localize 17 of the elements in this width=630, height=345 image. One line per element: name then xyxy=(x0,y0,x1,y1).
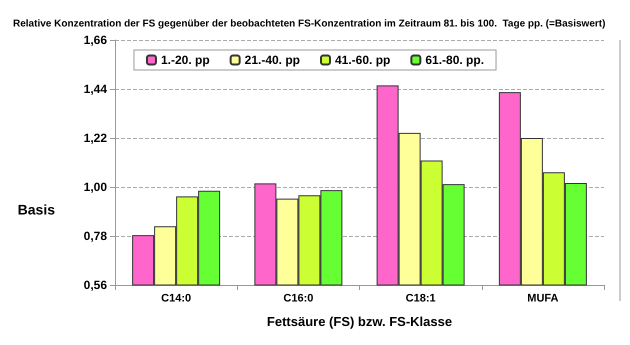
y-tick-label: 1,22 xyxy=(84,131,108,145)
legend-label: 41.-60. pp xyxy=(334,53,390,67)
x-axis-title: Fettsäure (FS) bzw. FS-Klasse xyxy=(266,314,452,329)
x-tick-label: C16:0 xyxy=(283,292,314,304)
y-tick-label: 0,78 xyxy=(84,229,108,243)
chart-title: Relative Konzentration der FS gegenüber der beobachteten FS-Konzentration im Zeitraum 81. bis 100. Tage pp. (=Basiswert) xyxy=(13,18,606,30)
x-tick-label: C14:0 xyxy=(161,292,192,304)
legend-label: 1.-20. pp xyxy=(160,53,210,67)
y-tick-label: 0,56 xyxy=(84,278,108,292)
legend-label: 61.-80. pp. xyxy=(425,53,484,67)
legend-label: 21.-40. pp xyxy=(244,53,300,67)
x-tick-label: MUFA xyxy=(527,292,559,304)
y-tick-label: 1,00 xyxy=(84,180,108,194)
y-axis-title: Basis xyxy=(18,202,56,218)
x-tick-label: C18:1 xyxy=(406,292,436,304)
y-tick-label: 1,66 xyxy=(84,33,108,47)
y-tick-label: 1,44 xyxy=(84,82,108,96)
